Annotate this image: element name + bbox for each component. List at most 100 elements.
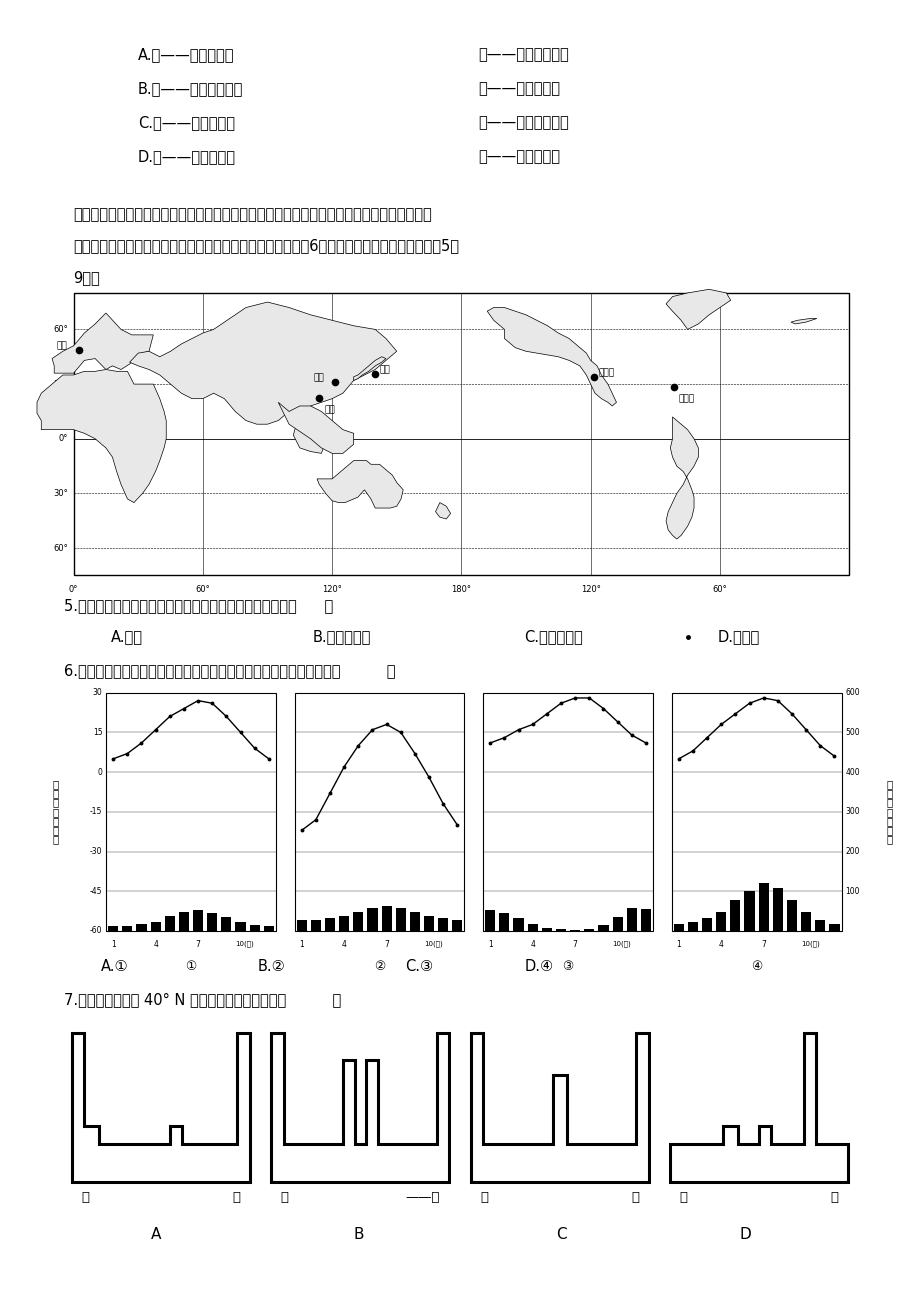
- Polygon shape: [435, 503, 450, 519]
- Polygon shape: [353, 357, 386, 380]
- Bar: [814, 919, 824, 931]
- Text: 60°: 60°: [53, 544, 68, 552]
- Bar: [555, 930, 565, 931]
- Polygon shape: [130, 302, 396, 453]
- Text: -15: -15: [90, 807, 102, 816]
- Text: 10(月): 10(月): [235, 940, 254, 947]
- Text: 1: 1: [110, 940, 116, 949]
- Polygon shape: [471, 1032, 648, 1182]
- Bar: [409, 911, 420, 931]
- Bar: [367, 907, 377, 931]
- Text: 30°: 30°: [53, 490, 68, 497]
- Text: 300: 300: [845, 807, 859, 816]
- Text: 30°: 30°: [53, 380, 68, 388]
- Text: A: A: [151, 1226, 162, 1242]
- Bar: [221, 917, 232, 931]
- Text: 丙——震尔木兹海峡: 丙——震尔木兹海峡: [478, 47, 569, 62]
- Text: 9题。: 9题。: [74, 270, 100, 285]
- Text: 南: 南: [233, 1190, 241, 1203]
- Text: B: B: [353, 1226, 364, 1242]
- Bar: [730, 900, 740, 931]
- Bar: [701, 918, 711, 931]
- Text: 180°: 180°: [451, 585, 471, 594]
- Polygon shape: [487, 307, 616, 406]
- Text: -45: -45: [90, 887, 102, 896]
- Text: 7: 7: [196, 940, 200, 949]
- Bar: [207, 913, 217, 931]
- Bar: [499, 913, 509, 931]
- Text: 上海: 上海: [313, 374, 324, 383]
- Text: D.④: D.④: [524, 958, 553, 974]
- Bar: [786, 900, 796, 931]
- Text: 10(月): 10(月): [612, 940, 630, 947]
- Text: 1: 1: [299, 940, 304, 949]
- Text: A.乙——巴拿马运河: A.乙——巴拿马运河: [138, 47, 234, 62]
- Bar: [800, 911, 811, 931]
- Bar: [758, 883, 768, 931]
- Text: 北: 北: [480, 1190, 487, 1203]
- Bar: [673, 924, 683, 931]
- Text: 30: 30: [93, 689, 102, 697]
- Bar: [324, 918, 335, 931]
- Text: 60°: 60°: [53, 326, 68, 333]
- Text: ——东: ——东: [405, 1190, 439, 1203]
- Text: 4: 4: [341, 940, 346, 949]
- Text: 丙——马六甲海峡: 丙——马六甲海峡: [478, 81, 560, 96]
- Bar: [264, 926, 274, 931]
- Text: 丙——马六甲海峡: 丙——马六甲海峡: [478, 148, 560, 164]
- Bar: [687, 922, 698, 931]
- Text: 7: 7: [573, 940, 577, 949]
- Text: C.③: C.③: [404, 958, 433, 974]
- Text: B.乙——直布罗陀海峡: B.乙——直布罗陀海峡: [138, 81, 244, 96]
- Text: A.亚洲: A.亚洲: [110, 629, 142, 644]
- Text: 6.洛杉矶位于美国西部，下列气候类型图与该市的气候类型相符的是（          ）: 6.洛杉矶位于美国西部，下列气候类型图与该市的气候类型相符的是（ ）: [64, 663, 395, 678]
- Bar: [74, 293, 848, 575]
- Bar: [193, 910, 203, 931]
- Text: 北: 北: [81, 1190, 89, 1203]
- Text: 4: 4: [718, 940, 723, 949]
- Polygon shape: [665, 289, 730, 329]
- Bar: [339, 915, 349, 931]
- Text: 表现一个或几个特定的主题。目前全球已建成的迪士尼乐园有6座。读迪士尼乐园分布图。完成5～: 表现一个或几个特定的主题。目前全球已建成的迪士尼乐园有6座。读迪士尼乐园分布图。…: [74, 238, 459, 254]
- Text: ①: ①: [186, 960, 197, 973]
- Bar: [249, 924, 259, 931]
- Polygon shape: [669, 1032, 847, 1182]
- Text: 60°: 60°: [195, 585, 210, 594]
- Text: ②: ②: [373, 960, 385, 973]
- Text: 120°: 120°: [580, 585, 600, 594]
- Polygon shape: [52, 312, 153, 374]
- Text: -30: -30: [90, 848, 102, 855]
- Text: 5.目前，已建成的迪士尼乐园数量最多的是下列哪个地区（      ）: 5.目前，已建成的迪士尼乐园数量最多的是下列哪个地区（ ）: [64, 598, 334, 613]
- Bar: [715, 911, 725, 931]
- Bar: [165, 915, 175, 931]
- Text: B.②: B.②: [257, 958, 285, 974]
- Text: 7: 7: [384, 940, 389, 949]
- Bar: [311, 919, 321, 931]
- Text: 0: 0: [97, 768, 102, 776]
- Polygon shape: [37, 370, 166, 503]
- Text: ④: ④: [750, 960, 761, 973]
- Text: 东: 东: [830, 1190, 838, 1203]
- Text: 4: 4: [529, 940, 535, 949]
- Bar: [296, 919, 306, 931]
- Bar: [353, 911, 363, 931]
- Bar: [671, 693, 841, 931]
- Text: 500: 500: [845, 728, 859, 737]
- Text: -60: -60: [90, 927, 102, 935]
- Text: 0°: 0°: [59, 435, 68, 443]
- Text: D.乙——苏伊士运河: D.乙——苏伊士运河: [138, 148, 236, 164]
- Bar: [743, 891, 754, 931]
- Bar: [122, 926, 132, 931]
- Text: 西: 西: [280, 1190, 289, 1203]
- Text: B.太平洋沿岐: B.太平洋沿岐: [312, 629, 370, 644]
- Text: 巴黎: 巴黎: [57, 341, 67, 350]
- Bar: [482, 693, 652, 931]
- Bar: [828, 924, 839, 931]
- Bar: [772, 888, 782, 931]
- Text: A.①: A.①: [101, 958, 129, 974]
- Bar: [106, 693, 276, 931]
- Polygon shape: [665, 417, 698, 539]
- Text: 10(月): 10(月): [424, 940, 442, 947]
- Bar: [178, 911, 188, 931]
- Bar: [136, 924, 146, 931]
